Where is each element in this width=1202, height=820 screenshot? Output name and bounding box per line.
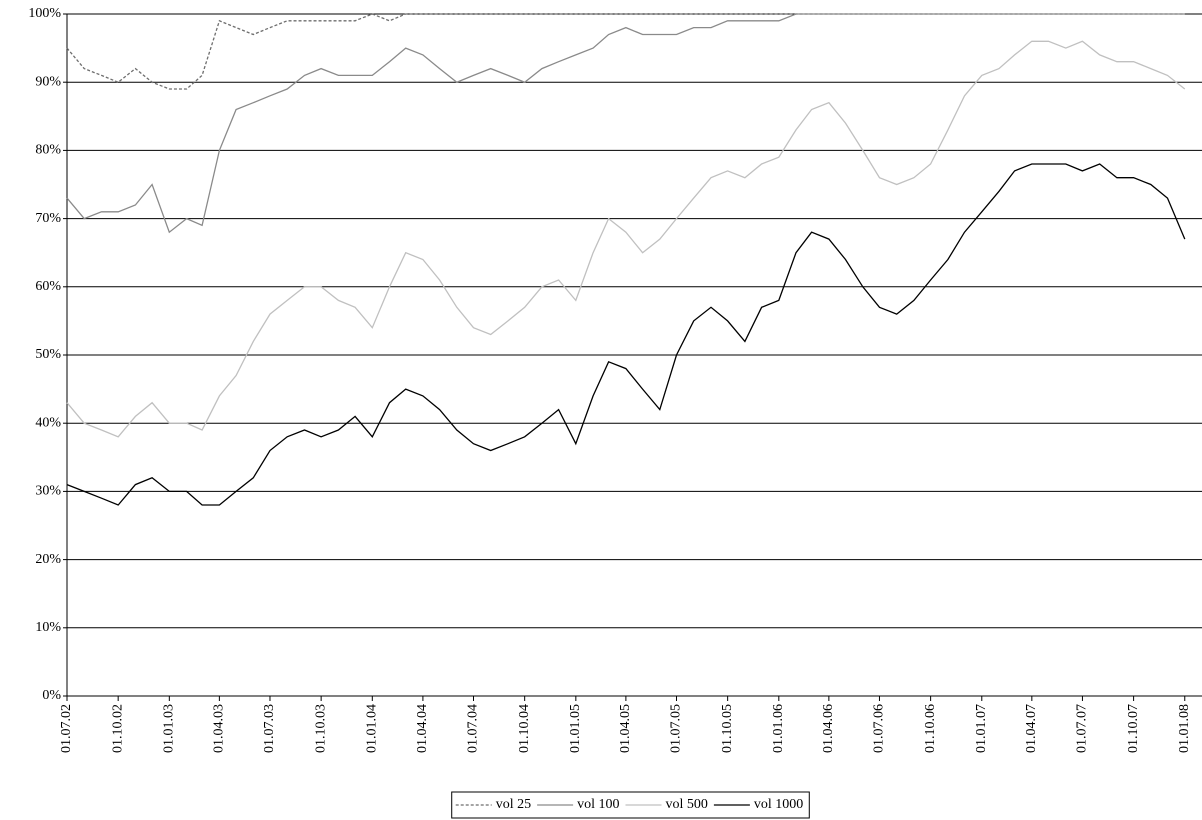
y-tick-label: 20% [35, 552, 61, 567]
series-line [66, 13, 1185, 90]
x-tick-label: 01.10.04 [517, 704, 532, 753]
y-tick-label: 60% [35, 279, 61, 294]
x-tick-label: 01.10.05 [720, 704, 735, 753]
y-tick-label: 100% [28, 6, 61, 21]
y-tick-label: 70% [35, 211, 61, 226]
x-tick-label: 01.01.04 [365, 704, 380, 753]
x-tick-label: 01.04.05 [618, 704, 633, 753]
x-tick-label: 01.01.03 [162, 704, 177, 753]
series-line [66, 163, 1186, 506]
y-tick-label: 0% [42, 688, 61, 703]
x-tick-label: 01.07.05 [669, 704, 684, 753]
x-tick-label: 01.01.05 [568, 704, 583, 753]
x-tick-label: 01.04.04 [415, 704, 430, 753]
y-tick-label: 30% [35, 484, 61, 499]
y-tick-label: 80% [35, 143, 61, 158]
legend-label: vol 1000 [754, 797, 803, 812]
x-tick-label: 01.04.03 [212, 704, 227, 753]
legend: vol 25 vol 100 vol 500 vol 1000 [451, 791, 810, 819]
x-tick-label: 01.10.06 [923, 704, 938, 753]
y-tick-label: 40% [35, 415, 61, 430]
x-tick-label: 01.07.02 [59, 704, 74, 753]
series-line [66, 13, 1185, 234]
y-tick-label: 90% [35, 74, 61, 89]
x-tick-label: 01.01.07 [974, 704, 989, 753]
x-tick-label: 01.01.08 [1177, 704, 1192, 753]
legend-label: vol 25 [496, 797, 531, 812]
x-tick-label: 01.07.03 [262, 704, 277, 753]
x-tick-label: 01.10.07 [1126, 704, 1141, 753]
y-tick-label: 10% [35, 620, 61, 635]
x-tick-label: 01.04.07 [1024, 704, 1039, 753]
legend-label: vol 500 [666, 797, 708, 812]
x-tick-label: 01.10.02 [110, 704, 125, 753]
legend-label: vol 100 [577, 797, 619, 812]
x-tick-label: 01.04.06 [821, 704, 836, 753]
x-tick-label: 01.10.03 [313, 704, 328, 753]
x-tick-label: 01.01.06 [771, 704, 786, 753]
y-tick-label: 50% [35, 347, 61, 362]
series-line [66, 40, 1186, 438]
x-tick-label: 01.07.04 [466, 704, 481, 753]
x-tick-label: 01.07.07 [1075, 704, 1090, 753]
x-tick-label: 01.07.06 [872, 704, 887, 753]
